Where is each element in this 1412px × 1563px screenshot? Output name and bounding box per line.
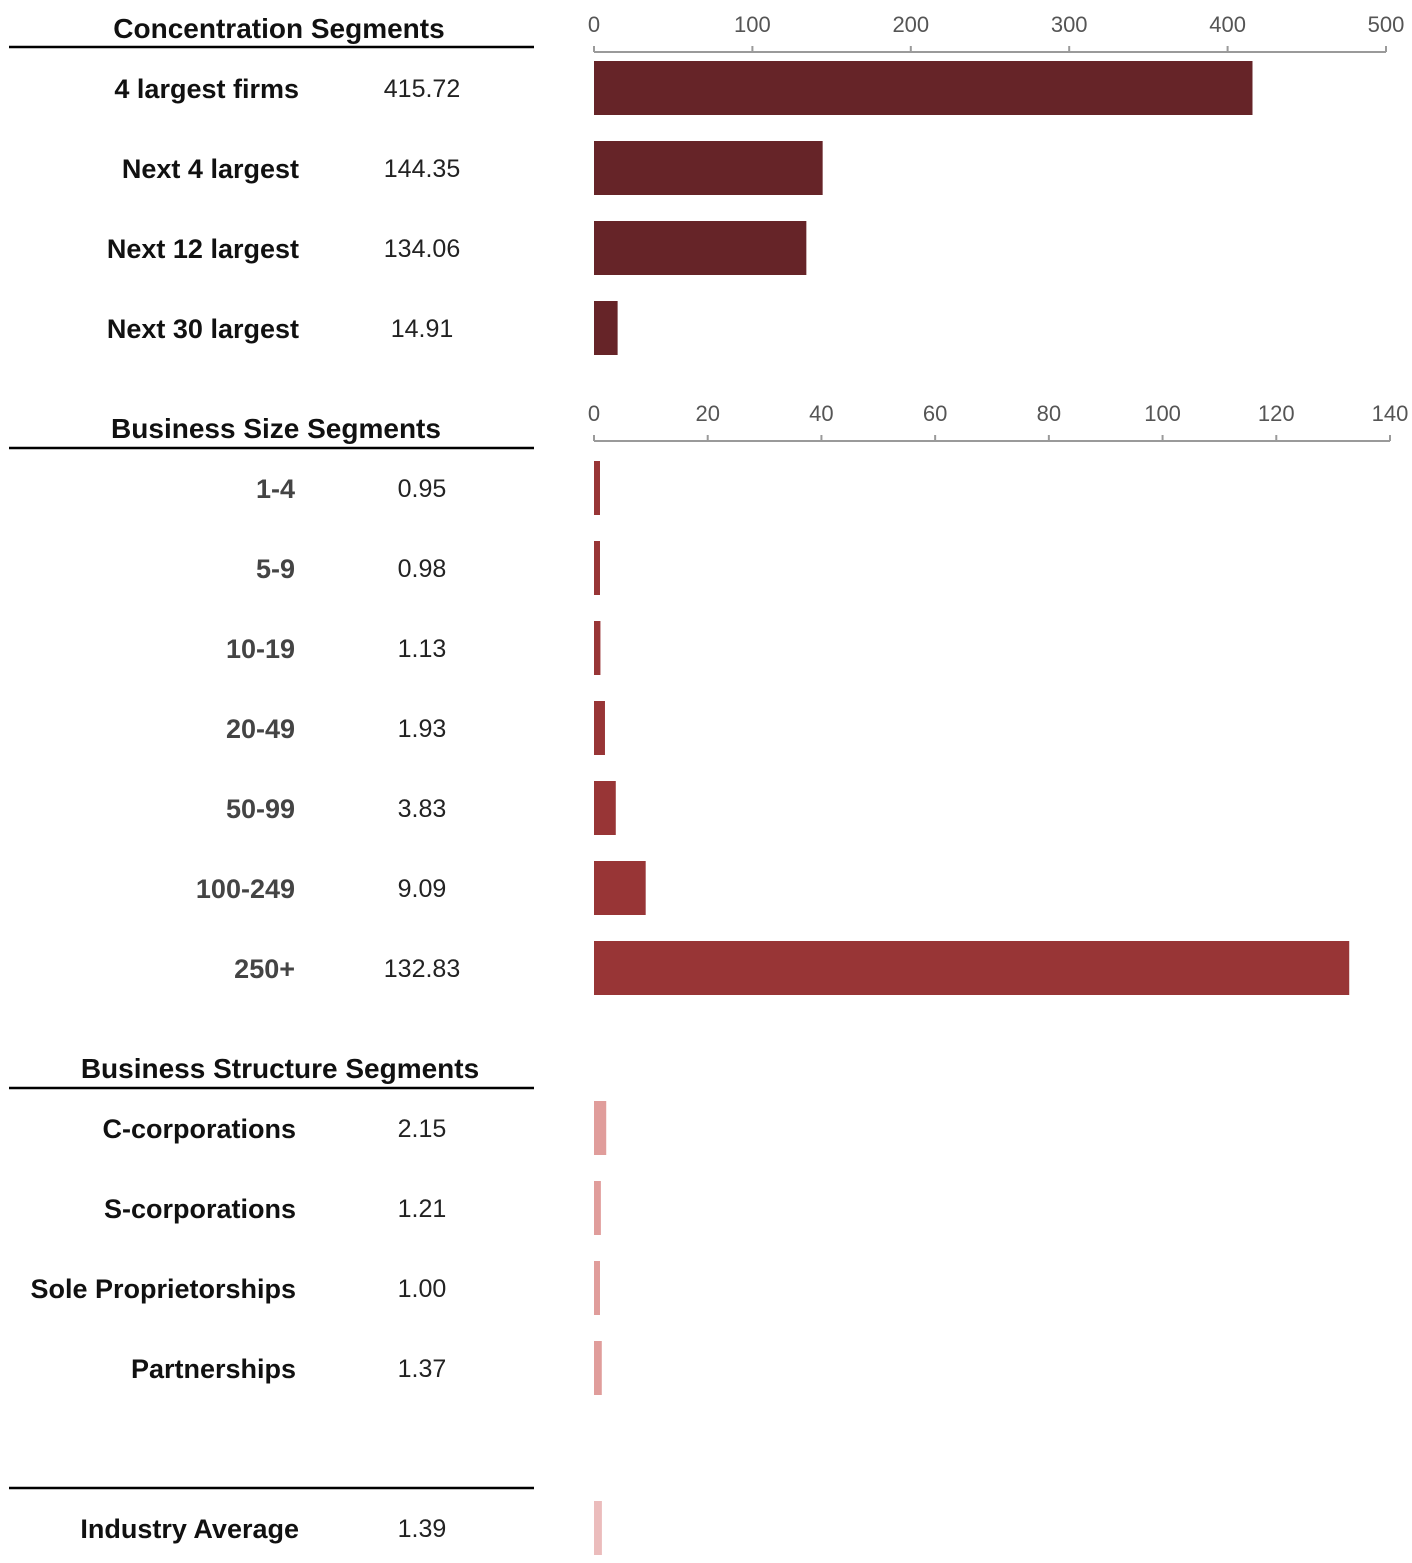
value-label-50-99: 3.83	[398, 795, 447, 823]
bar-next-4-largest	[594, 141, 823, 195]
x-tick-label-0-500: 500	[1368, 12, 1405, 37]
x-tick-label-1-40: 40	[809, 401, 833, 426]
value-label-c-corporations: 2.15	[398, 1115, 447, 1143]
bar-100-249	[594, 861, 646, 915]
bar-1-4	[594, 461, 600, 515]
panel-title-concentration-segments: Concentration Segments	[113, 13, 444, 44]
bar-partnerships	[594, 1341, 602, 1395]
x-tick-label-1-60: 60	[923, 401, 947, 426]
x-tick-label-1-140: 140	[1372, 401, 1409, 426]
category-label-c-corporations: C-corporations	[102, 1114, 296, 1144]
category-label-10-19: 10-19	[226, 634, 295, 664]
bar-250	[594, 941, 1350, 995]
x-tick-label-1-80: 80	[1037, 401, 1061, 426]
x-tick-label-1-100: 100	[1144, 401, 1181, 426]
category-label-1-4: 1-4	[256, 474, 295, 504]
x-tick-label-1-120: 120	[1258, 401, 1295, 426]
bar-next-30-largest	[594, 301, 618, 355]
bar-c-corporations	[594, 1101, 607, 1155]
panel-title-business-size-segments: Business Size Segments	[111, 413, 441, 444]
bar-s-corporations	[594, 1181, 601, 1235]
category-label-next-4-largest: Next 4 largest	[122, 154, 299, 184]
category-label-250: 250+	[234, 954, 295, 984]
x-tick-label-0-400: 400	[1209, 12, 1246, 37]
panel-title-business-structure-segments: Business Structure Segments	[81, 1053, 479, 1084]
category-label-sole-proprietorships: Sole Proprietorships	[30, 1274, 296, 1304]
value-label-4-largest-firms: 415.72	[384, 75, 460, 103]
category-label-100-249: 100-249	[196, 874, 295, 904]
category-label-s-corporations: S-corporations	[104, 1194, 296, 1224]
value-label-sole-proprietorships: 1.00	[398, 1275, 447, 1303]
value-label-5-9: 0.98	[398, 555, 447, 583]
category-label-50-99: 50-99	[226, 794, 295, 824]
value-label-s-corporations: 1.21	[398, 1195, 447, 1223]
value-label-100-249: 9.09	[398, 875, 447, 903]
bar-industry-average	[594, 1501, 602, 1555]
bar-sole-proprietorships	[594, 1261, 600, 1315]
bar-5-9	[594, 541, 600, 595]
value-label-next-12-largest: 134.06	[384, 235, 460, 263]
category-label-industry-average: Industry Average	[80, 1514, 299, 1544]
category-label-4-largest-firms: 4 largest firms	[114, 74, 299, 104]
category-label-next-12-largest: Next 12 largest	[107, 234, 299, 264]
x-tick-label-0-0: 0	[588, 12, 600, 37]
value-label-next-4-largest: 144.35	[384, 155, 460, 183]
value-label-industry-average: 1.39	[398, 1515, 447, 1543]
value-label-20-49: 1.93	[398, 715, 447, 743]
bar-4-largest-firms	[594, 61, 1253, 115]
category-label-next-30-largest: Next 30 largest	[107, 314, 299, 344]
x-tick-label-0-300: 300	[1051, 12, 1088, 37]
x-tick-label-0-200: 200	[892, 12, 929, 37]
bar-50-99	[594, 781, 616, 835]
bar-20-49	[594, 701, 605, 755]
value-label-1-4: 0.95	[398, 475, 447, 503]
value-label-10-19: 1.13	[398, 635, 447, 663]
value-label-partnerships: 1.37	[398, 1355, 447, 1383]
bar-10-19	[594, 621, 601, 675]
x-tick-label-0-100: 100	[734, 12, 771, 37]
category-label-5-9: 5-9	[256, 554, 295, 584]
category-label-partnerships: Partnerships	[131, 1354, 296, 1384]
x-tick-label-1-20: 20	[695, 401, 719, 426]
value-label-250: 132.83	[384, 955, 460, 983]
x-tick-label-1-0: 0	[588, 401, 600, 426]
value-label-next-30-largest: 14.91	[391, 315, 454, 343]
category-label-20-49: 20-49	[226, 714, 295, 744]
bar-next-12-largest	[594, 221, 807, 275]
